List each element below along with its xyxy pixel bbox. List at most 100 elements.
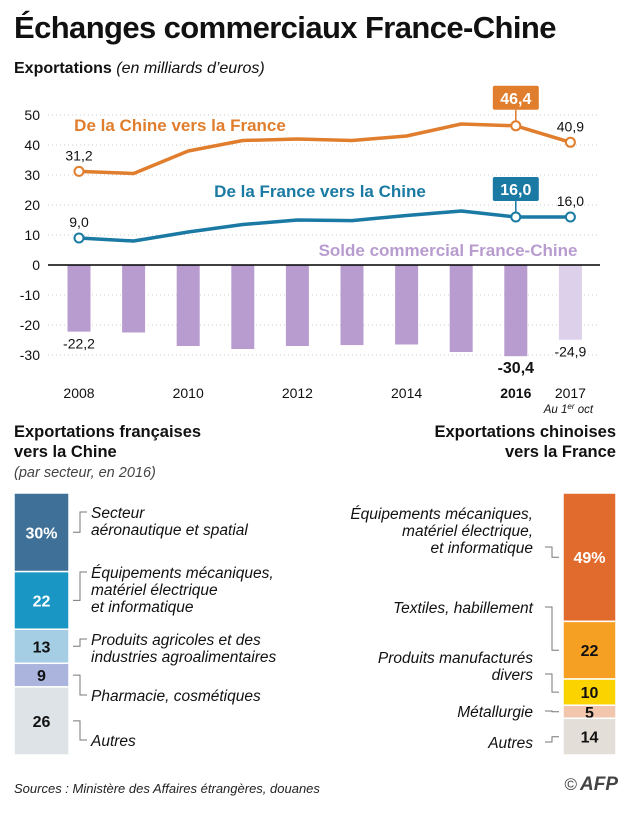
- x-note: Au 1er oct: [543, 402, 594, 415]
- x-tick-label: 2016: [500, 385, 531, 401]
- balance-bar: [340, 265, 364, 346]
- x-tick-label: 2014: [391, 385, 422, 401]
- sector-label-textiles-habillement: Textiles, habillement: [393, 600, 534, 617]
- label-connector: [73, 638, 87, 647]
- sector-value-label: 22: [33, 593, 51, 610]
- france-exports-heading: Exportations françaises vers la Chine: [14, 422, 201, 462]
- y-tick-label: 50: [24, 107, 40, 123]
- balance-bar: [176, 265, 200, 346]
- label-connector: [73, 571, 87, 601]
- x-tick-label: 2008: [63, 385, 94, 401]
- china-exports-heading: Exportations chinoises vers la France: [434, 422, 616, 462]
- y-tick-label: 0: [32, 257, 40, 273]
- callout-box: [492, 85, 539, 110]
- data-point-marker: [564, 136, 576, 148]
- sector-value-label: 26: [33, 714, 51, 731]
- sector-label-autres: Autres: [90, 733, 136, 750]
- sector-label-equipements-mecaniques-materiel-electrique-et-informatique: et informatique: [91, 599, 194, 616]
- afp-credit: © AFP: [564, 774, 618, 796]
- sector-subtitle: (par secteur, en 2016): [14, 465, 156, 481]
- france-exports-heading-line2: vers la Chine: [14, 443, 117, 461]
- sector-value-label: 14: [581, 730, 599, 747]
- balance-bar: [231, 265, 255, 349]
- sector-value-label: 49%: [573, 550, 605, 567]
- balance-bar: [285, 265, 309, 346]
- france-exports-heading-line1: Exportations françaises: [14, 423, 202, 441]
- data-label: 31,2: [65, 147, 92, 163]
- sector-label-equipements-mecaniques-materiel-electrique-et-informatique: matériel électrique: [91, 582, 218, 599]
- sector-label-equipements-mecaniques-materiel-electrique-et-informatique: Équipements mécaniques,: [350, 506, 533, 523]
- data-label: -30,4: [498, 360, 535, 377]
- label-connector: [73, 674, 87, 696]
- data-point-marker: [73, 232, 85, 244]
- trade-line-bar-chart: 50403020100-10-20-3031,246,440,99,016,01…: [20, 85, 600, 415]
- sector-segment-autres: [13, 686, 70, 756]
- china-exports-heading-line2: vers la France: [505, 443, 616, 461]
- subtitle-text: Exportations: [14, 60, 112, 77]
- y-tick-label: -20: [20, 317, 40, 333]
- data-label: 40,9: [557, 118, 584, 134]
- balance-bar: [122, 265, 146, 333]
- data-label: -24,9: [554, 344, 586, 360]
- sector-label-pharmacie-cosmetiques: Pharmacie, cosmétiques: [91, 688, 261, 705]
- series-line-de-la-france-vers-la-chine: [78, 209, 571, 243]
- label-connector: [73, 511, 87, 533]
- sector-label-autres: Autres: [487, 735, 533, 752]
- series-name-de-la-france-vers-la-chine: De la France vers la Chine: [214, 182, 426, 201]
- y-tick-label: 20: [24, 197, 40, 213]
- sector-label-produits-agricoles-et-des-industries-agroalimentaires: industries agroalimentaires: [91, 649, 276, 666]
- page-title: Échanges commerciaux France-Chine: [14, 10, 556, 45]
- data-point-marker: [73, 165, 85, 177]
- sector-segment-autres: [562, 717, 617, 756]
- sector-label-secteur-aeronautique-et-spatial: Secteur: [91, 505, 145, 522]
- copyright-icon: ©: [564, 775, 577, 794]
- afp-logo: AFP: [580, 774, 618, 795]
- balance-bar: [67, 265, 91, 332]
- x-tick-label: 2010: [173, 385, 204, 401]
- sector-label-equipements-mecaniques-materiel-electrique-et-informatique: matériel électrique,: [402, 523, 533, 540]
- label-connector: [545, 710, 559, 713]
- sector-segment-textiles-habillement: [562, 620, 617, 680]
- data-label: 9,0: [69, 214, 89, 230]
- label-connector: [545, 606, 559, 651]
- data-point-marker: [564, 211, 576, 223]
- sector-label-produits-manufactures-divers: Produits manufacturés: [378, 650, 533, 667]
- data-label: -22,2: [63, 336, 95, 352]
- sector-segment-secteur-aeronautique-et-spatial: [13, 492, 70, 573]
- label-connector: [545, 736, 559, 743]
- series-name-solde-commercial-france-chine: Solde commercial France-Chine: [319, 241, 578, 260]
- sector-value-label: 30%: [25, 525, 57, 542]
- series-name-de-la-chine-vers-la-france: De la Chine vers la France: [74, 116, 286, 135]
- sector-value-label: 5: [585, 705, 594, 722]
- label-connector: [73, 720, 87, 741]
- sector-label-secteur-aeronautique-et-spatial: aéronautique et spatial: [91, 522, 248, 539]
- label-connector: [545, 546, 559, 558]
- balance-bar: [395, 265, 419, 345]
- y-tick-label: -10: [20, 287, 40, 303]
- x-tick-label: 2012: [282, 385, 313, 401]
- sector-segment-equipements-mecaniques-materiel-electrique-et-informatique: [562, 492, 617, 623]
- callout-box: [492, 177, 539, 201]
- sector-value-label: 10: [581, 685, 599, 702]
- sector-value-label: 13: [33, 639, 51, 656]
- y-tick-label: 10: [24, 227, 40, 243]
- sector-label-metallurgie: Métallurgie: [457, 704, 533, 721]
- sector-label-produits-manufactures-divers: divers: [492, 667, 534, 684]
- series-line-de-la-chine-vers-la-france: [78, 122, 571, 176]
- label-connector: [545, 673, 559, 693]
- balance-bar: [504, 265, 528, 357]
- sources-note: Sources : Ministère des Affaires étrangè…: [14, 781, 320, 796]
- sector-segment-equipements-mecaniques-materiel-electrique-et-informatique: [13, 570, 70, 630]
- data-label: 16,0: [557, 193, 584, 209]
- x-tick-label: 2017: [555, 385, 586, 401]
- sector-label-equipements-mecaniques-materiel-electrique-et-informatique: Équipements mécaniques,: [91, 565, 274, 582]
- data-label: 16,0: [500, 182, 531, 199]
- y-tick-label: 30: [24, 167, 40, 183]
- sector-value-label: 9: [37, 668, 46, 685]
- sector-label-equipements-mecaniques-materiel-electrique-et-informatique: et informatique: [430, 540, 533, 557]
- balance-bar: [558, 265, 582, 340]
- sector-value-label: 22: [581, 643, 599, 660]
- y-tick-label: -30: [20, 347, 40, 363]
- y-tick-label: 40: [24, 137, 40, 153]
- data-label: 46,4: [500, 91, 531, 108]
